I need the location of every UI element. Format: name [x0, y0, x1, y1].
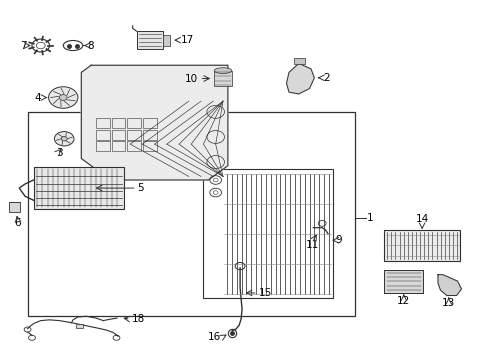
- Bar: [214, 71, 232, 86]
- Bar: [96, 141, 110, 151]
- Ellipse shape: [214, 68, 232, 73]
- Bar: [137, 31, 163, 49]
- Text: 7: 7: [21, 41, 27, 50]
- Text: 8: 8: [88, 41, 94, 50]
- Bar: [96, 130, 110, 140]
- Bar: [76, 324, 83, 328]
- Polygon shape: [81, 65, 228, 180]
- Bar: [96, 118, 110, 129]
- Polygon shape: [287, 63, 315, 94]
- Text: 1: 1: [367, 213, 374, 223]
- Circle shape: [59, 95, 67, 100]
- Circle shape: [61, 136, 67, 141]
- Text: 6: 6: [15, 218, 21, 228]
- Text: 2: 2: [323, 73, 330, 83]
- Text: 3: 3: [56, 148, 63, 158]
- Bar: [384, 270, 423, 293]
- Bar: [27, 112, 355, 316]
- Bar: [127, 130, 141, 140]
- Bar: [34, 167, 124, 209]
- Text: 17: 17: [180, 35, 194, 45]
- Bar: [112, 130, 125, 140]
- Bar: [294, 58, 305, 64]
- Bar: [143, 130, 157, 140]
- Text: 9: 9: [335, 235, 342, 245]
- Bar: [143, 141, 157, 151]
- Text: 4: 4: [35, 93, 41, 103]
- Bar: [112, 118, 125, 129]
- Text: 5: 5: [138, 183, 144, 193]
- Bar: [112, 141, 125, 151]
- Bar: [127, 141, 141, 151]
- Text: 12: 12: [397, 296, 411, 306]
- Text: 10: 10: [185, 73, 198, 84]
- Circle shape: [49, 87, 78, 108]
- Bar: [384, 230, 460, 261]
- Bar: [163, 35, 170, 45]
- Bar: [9, 202, 20, 212]
- Bar: [127, 118, 141, 129]
- Text: 18: 18: [132, 314, 145, 324]
- Text: 14: 14: [416, 214, 429, 224]
- Polygon shape: [438, 275, 462, 296]
- Text: 16: 16: [208, 332, 221, 342]
- Circle shape: [54, 132, 74, 146]
- Text: 13: 13: [442, 298, 455, 309]
- Bar: [203, 169, 333, 298]
- Text: 11: 11: [306, 239, 319, 249]
- Bar: [143, 118, 157, 129]
- Text: 15: 15: [259, 288, 272, 298]
